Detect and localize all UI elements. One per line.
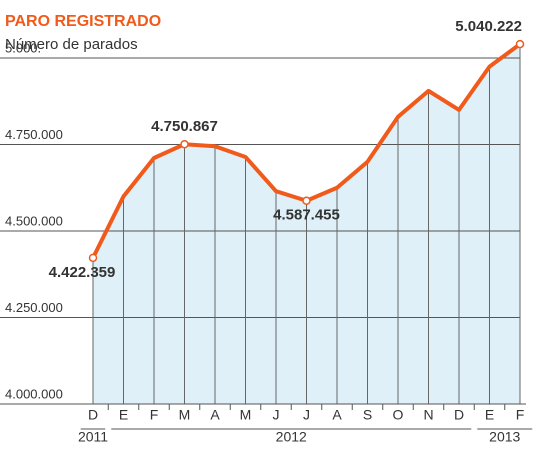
point-marker [180, 139, 189, 149]
x-tick-label: D [88, 407, 98, 423]
x-tick-label: E [485, 407, 494, 423]
year-label: 2012 [276, 429, 307, 445]
chart-title: PARO REGISTRADO [5, 13, 161, 30]
year-label: 2011 [78, 429, 108, 445]
line-layer: 4.422.359 4.750.867 4.587.455 5.040.222 [49, 18, 525, 281]
x-tick-label: N [423, 407, 433, 423]
x-tick-label: F [150, 407, 159, 423]
value-label: 4.422.359 [49, 264, 116, 281]
x-tick-label: M [240, 407, 252, 423]
x-tick-label: F [516, 407, 525, 423]
y-tick-label: 4.750.000 [5, 127, 63, 142]
x-tick-label: J [303, 407, 310, 423]
x-tick-label: O [393, 407, 404, 423]
x-tick-label: E [119, 407, 128, 423]
point-marker [515, 39, 525, 49]
y-tick-label: 4.250.000 [5, 300, 63, 315]
y-tick-label: 4.000.000 [5, 386, 63, 401]
x-tick-label: A [210, 407, 220, 423]
value-label: 4.750.867 [151, 118, 218, 135]
y-tick-label: 4.500.000 [5, 213, 63, 228]
point-marker [302, 196, 311, 205]
grid-layer: 4.000.000 4.250.000 4.500.000 4.750.000 5.00… [0, 40, 533, 445]
point-marker [88, 253, 98, 263]
value-label: 4.587.455 [273, 207, 340, 224]
x-tick-label: A [332, 407, 342, 423]
chart-subtitle: Número de parados [5, 36, 138, 53]
value-label: 5.040.222 [455, 18, 522, 35]
x-tick-label: S [363, 407, 372, 423]
y-tick-label: 5.000. [5, 40, 41, 55]
year-label: 2013 [489, 429, 520, 445]
x-tick-label: M [179, 407, 191, 423]
x-tick-label: D [454, 407, 464, 423]
x-tick-label: J [273, 407, 280, 423]
